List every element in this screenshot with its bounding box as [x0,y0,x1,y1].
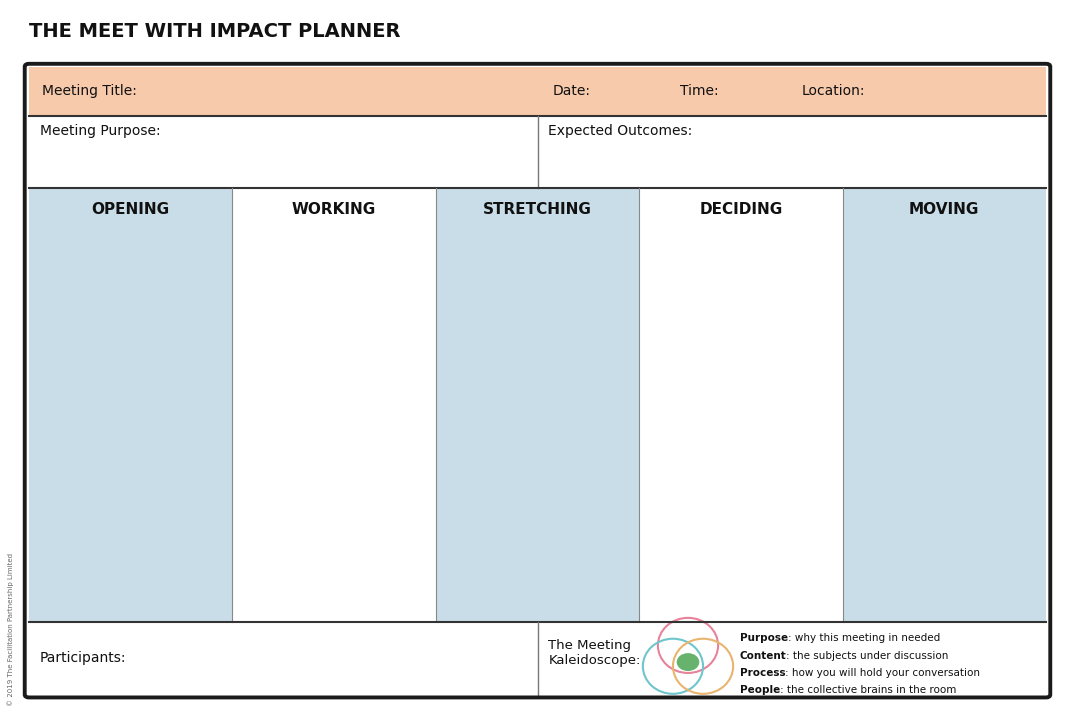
Bar [29,622,1046,695]
Bar [29,67,1046,116]
Bar [435,188,640,622]
Ellipse shape [677,653,700,671]
Text: Purpose: Purpose [740,633,788,643]
Text: THE MEET WITH IMPACT PLANNER: THE MEET WITH IMPACT PLANNER [29,22,401,41]
Text: Meeting Purpose:: Meeting Purpose: [40,125,160,138]
Bar [640,188,843,622]
Text: Participants:: Participants: [40,652,126,666]
Text: : the collective brains in the room: : the collective brains in the room [779,685,957,695]
Text: Meeting Title:: Meeting Title: [42,84,137,98]
Text: People: People [740,685,779,695]
Bar [843,188,1046,622]
Text: DECIDING: DECIDING [699,202,783,217]
Bar [29,188,232,622]
Text: WORKING: WORKING [292,202,376,217]
Text: Date:: Date: [553,84,591,98]
Text: © 2019 The Facilitation Partnership Limited: © 2019 The Facilitation Partnership Limi… [8,553,14,706]
Text: The Meeting
Kaleidoscope:: The Meeting Kaleidoscope: [548,639,641,667]
Text: OPENING: OPENING [91,202,170,217]
Text: MOVING: MOVING [909,202,979,217]
Bar [232,188,435,622]
Text: Time:: Time: [679,84,718,98]
Text: Expected Outcomes:: Expected Outcomes: [548,125,692,138]
Text: : the subjects under discussion: : the subjects under discussion [786,650,949,660]
Text: : why this meeting in needed: : why this meeting in needed [788,633,940,643]
Text: Content: Content [740,650,786,660]
Bar [29,116,1046,188]
Text: : how you will hold your conversation: : how you will hold your conversation [785,668,980,678]
Text: STRETCHING: STRETCHING [483,202,592,217]
Text: Process: Process [740,668,785,678]
Text: Location:: Location: [802,84,865,98]
